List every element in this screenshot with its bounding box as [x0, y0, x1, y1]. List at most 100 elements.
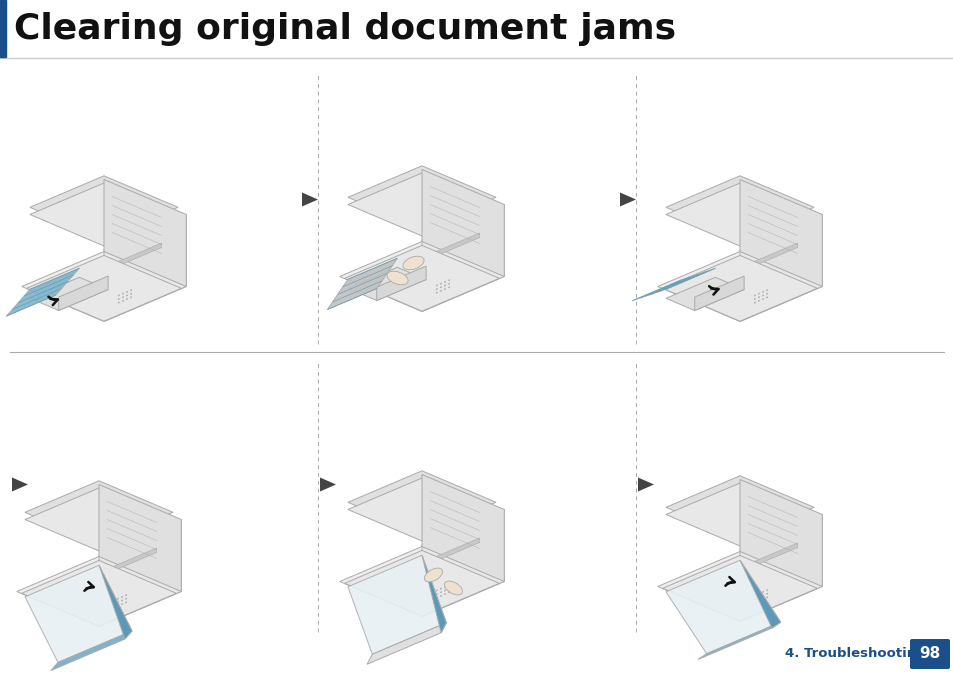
Polygon shape: [747, 543, 797, 568]
Polygon shape: [765, 289, 767, 291]
Polygon shape: [752, 580, 784, 608]
Polygon shape: [30, 277, 108, 311]
Polygon shape: [12, 477, 28, 491]
Polygon shape: [665, 560, 780, 653]
Polygon shape: [439, 286, 441, 288]
Polygon shape: [657, 252, 821, 321]
Polygon shape: [430, 233, 479, 259]
Polygon shape: [121, 599, 123, 601]
Polygon shape: [125, 594, 127, 596]
Polygon shape: [448, 286, 450, 288]
Polygon shape: [117, 605, 118, 607]
Text: Clearing original document jams: Clearing original document jams: [14, 11, 676, 45]
Polygon shape: [59, 276, 108, 310]
Polygon shape: [765, 296, 767, 298]
Polygon shape: [665, 483, 813, 546]
Polygon shape: [439, 283, 441, 285]
Polygon shape: [99, 485, 181, 591]
Polygon shape: [117, 601, 118, 603]
Polygon shape: [122, 296, 124, 298]
Polygon shape: [104, 180, 186, 286]
Polygon shape: [740, 560, 780, 628]
Polygon shape: [662, 255, 817, 321]
Polygon shape: [439, 595, 441, 597]
Polygon shape: [430, 538, 479, 564]
Polygon shape: [421, 475, 504, 581]
Polygon shape: [22, 252, 186, 321]
Text: 4. Troubleshooting: 4. Troubleshooting: [784, 647, 924, 661]
Polygon shape: [348, 478, 496, 541]
Polygon shape: [753, 598, 755, 600]
Polygon shape: [131, 289, 132, 291]
Polygon shape: [444, 593, 445, 595]
Polygon shape: [30, 183, 178, 246]
Polygon shape: [344, 246, 498, 311]
Polygon shape: [125, 601, 127, 603]
Polygon shape: [665, 176, 813, 239]
Polygon shape: [25, 481, 172, 544]
Polygon shape: [118, 294, 119, 296]
Polygon shape: [448, 584, 450, 586]
Polygon shape: [434, 270, 467, 297]
Polygon shape: [436, 292, 437, 294]
Polygon shape: [434, 574, 467, 602]
Polygon shape: [99, 520, 181, 626]
Polygon shape: [348, 470, 496, 534]
Polygon shape: [761, 291, 763, 293]
Polygon shape: [632, 268, 715, 301]
Polygon shape: [131, 296, 132, 298]
Polygon shape: [758, 300, 759, 302]
Polygon shape: [99, 565, 132, 639]
Polygon shape: [638, 477, 654, 491]
Polygon shape: [421, 205, 504, 311]
Polygon shape: [761, 294, 763, 296]
Ellipse shape: [387, 271, 408, 285]
Polygon shape: [761, 298, 763, 300]
Polygon shape: [118, 302, 119, 304]
Bar: [0, 0, 6, 57]
Polygon shape: [758, 296, 759, 298]
Polygon shape: [339, 242, 504, 311]
Polygon shape: [765, 596, 767, 599]
Polygon shape: [694, 276, 743, 310]
Ellipse shape: [444, 581, 462, 595]
Polygon shape: [51, 631, 132, 670]
Polygon shape: [753, 294, 755, 296]
Polygon shape: [116, 279, 149, 307]
Polygon shape: [319, 477, 335, 491]
Polygon shape: [758, 596, 759, 598]
Polygon shape: [121, 596, 123, 598]
Polygon shape: [665, 277, 743, 311]
Polygon shape: [348, 173, 496, 236]
Polygon shape: [122, 300, 124, 302]
Polygon shape: [753, 601, 755, 603]
Ellipse shape: [424, 568, 442, 582]
Polygon shape: [121, 603, 123, 605]
Polygon shape: [444, 586, 445, 588]
Ellipse shape: [402, 256, 424, 270]
Polygon shape: [348, 556, 446, 654]
Polygon shape: [131, 293, 132, 295]
Text: 98: 98: [919, 647, 940, 662]
Polygon shape: [444, 281, 445, 283]
Polygon shape: [765, 589, 767, 591]
Polygon shape: [436, 284, 437, 286]
Polygon shape: [753, 302, 755, 304]
Polygon shape: [740, 215, 821, 321]
Polygon shape: [765, 593, 767, 595]
Polygon shape: [348, 267, 426, 300]
Polygon shape: [30, 176, 178, 239]
Polygon shape: [376, 266, 426, 300]
Polygon shape: [752, 279, 784, 307]
Polygon shape: [117, 597, 118, 599]
Polygon shape: [665, 183, 813, 246]
Polygon shape: [740, 180, 821, 286]
Polygon shape: [747, 243, 797, 269]
Polygon shape: [444, 589, 445, 591]
Polygon shape: [436, 593, 437, 595]
Polygon shape: [448, 283, 450, 285]
Polygon shape: [758, 292, 759, 295]
Polygon shape: [753, 298, 755, 300]
Polygon shape: [25, 565, 132, 662]
Polygon shape: [421, 169, 504, 277]
